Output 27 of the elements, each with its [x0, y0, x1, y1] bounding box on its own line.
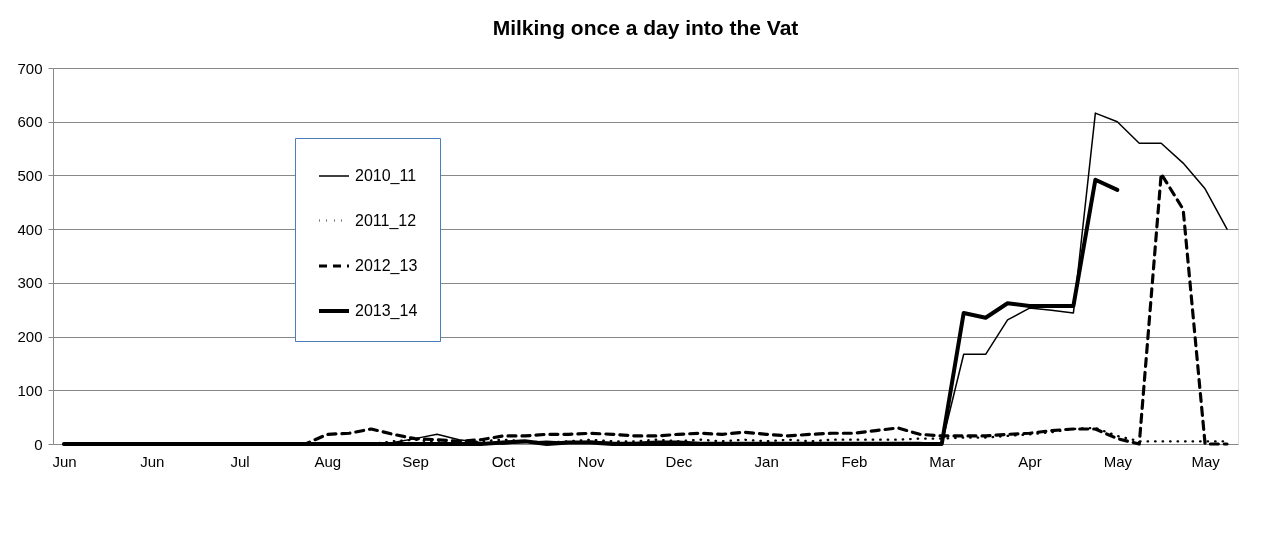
y-tick-label: 400 [17, 220, 43, 238]
x-tick-label: Jun [140, 452, 165, 470]
x-tick-label: Apr [1018, 452, 1042, 470]
x-tick-label: Jan [754, 452, 779, 470]
x-tick-label: Sep [402, 452, 429, 470]
y-tick-label: 0 [34, 435, 43, 453]
chart-title: Milking once a day into the Vat [492, 16, 799, 39]
y-tick-label: 100 [17, 381, 43, 399]
x-tick-label: May [1103, 452, 1133, 470]
legend-label: 2012_13 [355, 257, 418, 275]
x-tick-label: Nov [577, 452, 605, 470]
y-tick-label: 200 [17, 328, 43, 346]
legend-label: 2013_14 [355, 302, 418, 320]
x-tick-label: May [1191, 452, 1221, 470]
y-tick-label: 300 [17, 274, 43, 292]
x-tick-label: Aug [314, 452, 342, 470]
y-tick-label: 600 [17, 113, 43, 131]
y-tick-label: 500 [17, 166, 43, 184]
x-tick-label: Dec [665, 452, 693, 470]
x-tick-label: Feb [841, 452, 868, 470]
x-tick-label: Jul [230, 452, 250, 470]
legend-label: 2011_12 [355, 211, 417, 230]
x-tick-label: Mar [929, 452, 956, 470]
x-tick-label: Oct [491, 452, 516, 470]
y-tick-label: 700 [17, 59, 43, 77]
legend-label: 2010_11 [355, 167, 417, 185]
x-tick-label: Jun [52, 452, 77, 470]
